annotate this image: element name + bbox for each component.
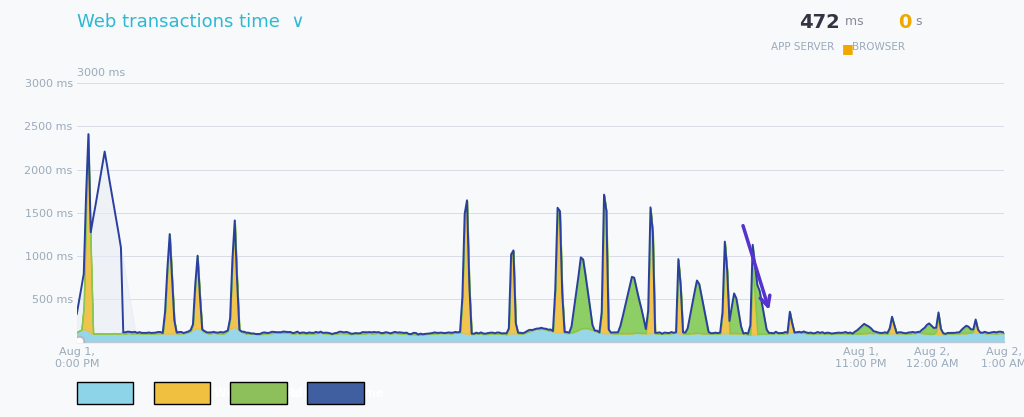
- Text: 472: 472: [799, 13, 840, 32]
- Text: 3000 ms: 3000 ms: [77, 68, 125, 78]
- Text: ms: ms: [841, 15, 863, 28]
- Text: Web external: Web external: [214, 387, 303, 399]
- Text: s: s: [912, 15, 923, 28]
- Text: PHP: PHP: [91, 387, 119, 399]
- Text: Response time: Response time: [287, 387, 384, 399]
- Text: APP SERVER: APP SERVER: [771, 42, 835, 52]
- Text: 0: 0: [898, 13, 911, 32]
- Text: BROWSER: BROWSER: [852, 42, 905, 52]
- Text: ■: ■: [842, 42, 853, 55]
- Text: MySQL: MySQL: [159, 387, 205, 399]
- Text: Web transactions time  ∨: Web transactions time ∨: [77, 13, 304, 30]
